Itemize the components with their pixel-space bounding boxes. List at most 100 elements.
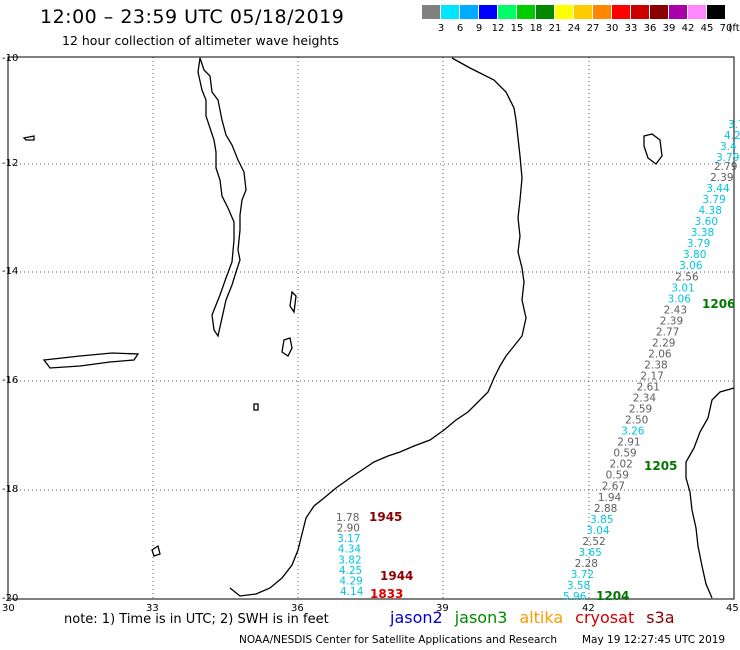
track-a-wave-height: 2.56 xyxy=(675,271,699,283)
comoros-island xyxy=(643,133,663,165)
colorbar-unit: (ft) xyxy=(728,23,740,34)
track-b-wave-height: 4.25 xyxy=(339,565,362,577)
track-top-wave-height: 3.79 xyxy=(728,119,740,131)
colorbar-label: 36 xyxy=(643,23,657,34)
colorbar-swatch xyxy=(422,5,441,19)
track-a-wave-height: 3.06 xyxy=(679,260,703,272)
track-a-wave-height: 2.77 xyxy=(656,326,679,338)
track-a-wave-height: 3.85 xyxy=(590,514,613,526)
latitude-label: -20 xyxy=(2,593,19,604)
track-a-wave-height: 2.34 xyxy=(633,393,657,405)
colorbar-label: 24 xyxy=(567,23,581,34)
colorbar-swatch xyxy=(517,5,536,19)
islet-west xyxy=(22,135,35,141)
satellite-legend-entry: jason3 xyxy=(454,608,508,627)
mozambique-coast xyxy=(229,57,527,597)
lake-malawi-shore xyxy=(197,57,247,338)
track-a-wave-height: 3.01 xyxy=(671,282,694,294)
track-a-wave-height: 1.94 xyxy=(598,492,622,504)
track-a-wave-height: 2.39 xyxy=(710,172,733,184)
longitude-label: 30 xyxy=(2,603,15,614)
colorbar-swatch xyxy=(574,5,593,19)
longitude-label: 36 xyxy=(291,603,304,614)
latitude-label: -16 xyxy=(2,375,19,386)
colorbar-swatch xyxy=(441,5,460,19)
generated-timestamp: May 19 12:27:45 UTC 2019 xyxy=(582,634,726,646)
islet-small xyxy=(253,403,259,411)
pass-time-label: 1833 xyxy=(370,587,403,601)
track-a-wave-height: 2.79 xyxy=(714,161,737,173)
track-b-wave-height: 2.90 xyxy=(337,523,360,535)
track-a-wave-height: 0.59 xyxy=(613,448,636,460)
track-a-wave-height: 2.39 xyxy=(660,315,683,327)
track-a-wave-height: 3.38 xyxy=(691,227,714,239)
colorbar-swatch xyxy=(460,5,479,19)
colorbar-swatch xyxy=(536,5,555,19)
track-a-wave-height: 3.72 xyxy=(571,569,594,581)
colorbar-swatch xyxy=(688,5,707,19)
longitude-label: 45 xyxy=(726,603,739,614)
colorbar-swatch xyxy=(707,5,726,19)
map-subtitle: 12 hour collection of altimeter wave hei… xyxy=(62,33,339,48)
lake-islet xyxy=(289,290,297,314)
track-a-wave-height: 2.67 xyxy=(602,481,625,493)
satellite-legend-entry: cryosat xyxy=(575,608,635,627)
lake-chilwa xyxy=(281,337,293,357)
colorbar-label: 70 xyxy=(719,23,733,34)
track-top-wave-height: 3.4 xyxy=(720,141,737,153)
colorbar-label: 39 xyxy=(662,23,676,34)
track-b-wave-height: 4.34 xyxy=(338,544,362,556)
pass-time-label: 1205 xyxy=(644,459,677,473)
track-top-wave-height: 3.79 xyxy=(716,152,739,164)
pass-time-labels: 1945 1944 1833 1206 1205 1204 xyxy=(369,297,735,603)
colorbar-swatch xyxy=(669,5,688,19)
track-a-wave-height: 2.50 xyxy=(625,415,648,427)
track-a-wave-height: 3.04 xyxy=(586,525,610,537)
colorbar-label: 45 xyxy=(700,23,714,34)
pass-time-label: 1944 xyxy=(380,569,413,583)
track-a-wave-height: 2.28 xyxy=(575,558,598,570)
latitude-label: -10 xyxy=(2,53,19,64)
colorbar-label: 12 xyxy=(491,23,505,34)
colorbar-label: 33 xyxy=(624,23,638,34)
track-a-wave-height: 2.38 xyxy=(644,359,667,371)
credit-line: NOAA/NESDIS Center for Satellite Applica… xyxy=(239,634,557,646)
satellite-legend-entry: altika xyxy=(519,608,564,627)
track-a-wave-height: 0.59 xyxy=(606,470,629,482)
track-a-wave-height: 3.58 xyxy=(567,580,590,592)
latitude-label: -12 xyxy=(2,158,19,169)
coastline xyxy=(22,57,735,599)
track-a-wave-height: 2.61 xyxy=(637,382,660,394)
track-a-wave-height: 3.79 xyxy=(702,194,725,206)
longitude-label: 42 xyxy=(582,603,595,614)
track-a-wave-height: 3.44 xyxy=(706,183,730,195)
track-b-wave-height: 4.29 xyxy=(339,575,362,587)
lake-chiuta xyxy=(42,352,140,369)
islet-mid xyxy=(151,544,161,557)
track-a-wave-height: 2.59 xyxy=(629,404,652,416)
track-a-wave-height: 2.02 xyxy=(609,459,632,471)
track-a-wave-height: 3.26 xyxy=(621,426,645,438)
colorbar-label: 27 xyxy=(586,23,600,34)
track-b-wave-height: 1.78 xyxy=(336,512,359,524)
longitude-label: 33 xyxy=(146,603,159,614)
track-a-wave-height: 2.91 xyxy=(617,437,640,449)
track-a-wave-height: 2.29 xyxy=(652,337,675,349)
footer-note: note: 1) Time is in UTC; 2) SWH is in fe… xyxy=(64,612,329,627)
satellite-legend-entry: s3a xyxy=(646,608,675,627)
track-a-wave-height: 3.06 xyxy=(668,293,692,305)
longitude-label: 39 xyxy=(436,603,449,614)
track-a-wave-height: 3.60 xyxy=(695,216,718,228)
map-title: 12:00 – 23:59 UTC 05/18/2019 xyxy=(40,6,345,28)
wave-height-labels: 2.792.393.443.794.383.603.383.793.803.06… xyxy=(336,119,740,603)
track-b-wave-height: 3.17 xyxy=(337,533,360,545)
colorbar-label: 3 xyxy=(437,23,445,34)
colorbar-swatch xyxy=(612,5,631,19)
colorbar-swatch xyxy=(650,5,669,19)
track-top-wave-height: 4.2 xyxy=(724,130,740,142)
track-a-wave-height: 2.88 xyxy=(594,503,617,515)
map-frame xyxy=(7,56,735,600)
track-b-wave-height: 3.82 xyxy=(338,554,361,566)
colorbar-label: 42 xyxy=(681,23,695,34)
track-a-wave-height: 2.17 xyxy=(640,370,663,382)
